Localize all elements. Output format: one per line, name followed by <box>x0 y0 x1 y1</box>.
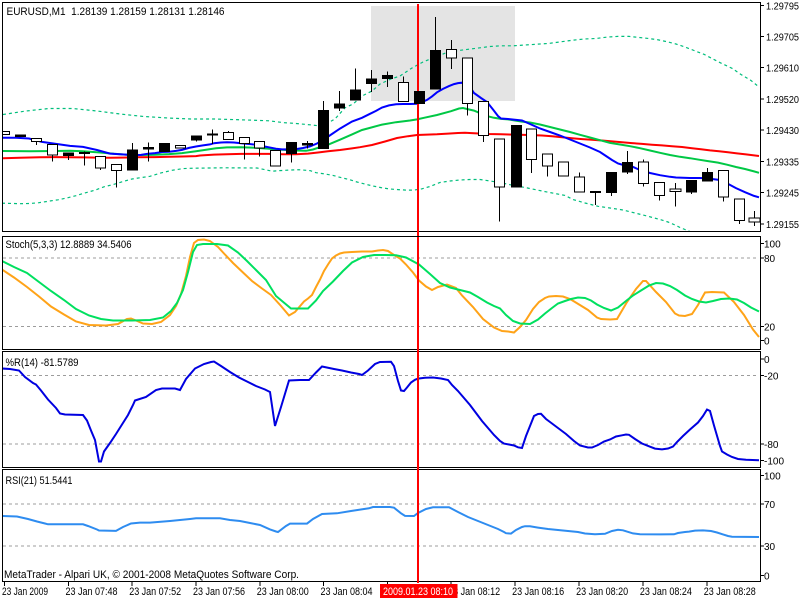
svg-text:23 Jan 07:52: 23 Jan 07:52 <box>129 586 181 598</box>
svg-text:-20: -20 <box>764 372 779 383</box>
svg-text:1.29245: 1.29245 <box>766 189 799 200</box>
svg-text:1.29705: 1.29705 <box>766 33 799 44</box>
svg-text:20: 20 <box>764 323 776 334</box>
svg-text:%R(14) -81.5789: %R(14) -81.5789 <box>6 357 79 369</box>
svg-text:23 Jan 08:28: 23 Jan 08:28 <box>704 586 756 598</box>
svg-text:23 Jan 2009: 23 Jan 2009 <box>2 586 48 598</box>
svg-text:2009.01.23 08:10: 2009.01.23 08:10 <box>383 586 453 598</box>
svg-text:23 Jan 08:00: 23 Jan 08:00 <box>257 586 309 598</box>
svg-text:23 Jan 08:24: 23 Jan 08:24 <box>640 586 692 598</box>
svg-text:Stoch(5,3,3) 12.8889 34.5406: Stoch(5,3,3) 12.8889 34.5406 <box>6 239 132 251</box>
svg-text:RSI(21) 51.5441: RSI(21) 51.5441 <box>6 475 73 487</box>
svg-text:100: 100 <box>764 240 781 251</box>
svg-text:70: 70 <box>764 500 776 511</box>
svg-text:EURUSD,M1 1.28139 1.28159 1.2: EURUSD,M1 1.28139 1.28159 1.28131 1.2814… <box>7 6 225 18</box>
svg-text:0: 0 <box>764 572 770 583</box>
svg-text:1.29520: 1.29520 <box>766 95 799 106</box>
svg-text:1.29610: 1.29610 <box>766 64 799 75</box>
svg-text:23 Jan 07:48: 23 Jan 07:48 <box>66 586 118 598</box>
svg-text:1.29795: 1.29795 <box>766 2 799 13</box>
svg-text:23 Jan 08:20: 23 Jan 08:20 <box>576 586 628 598</box>
svg-text:-80: -80 <box>764 440 779 451</box>
svg-text:80: 80 <box>764 254 776 265</box>
svg-text:1.29335: 1.29335 <box>766 158 799 169</box>
svg-text:1.29155: 1.29155 <box>766 220 799 231</box>
svg-text:23 Jan 07:56: 23 Jan 07:56 <box>193 586 245 598</box>
svg-text:0: 0 <box>764 355 770 366</box>
svg-text:0: 0 <box>764 337 770 348</box>
svg-text:23 Jan 08:16: 23 Jan 08:16 <box>512 586 564 598</box>
svg-text:MetaTrader - Alpari UK, © 2001: MetaTrader - Alpari UK, © 2001-2008 Meta… <box>4 569 299 581</box>
svg-text:30: 30 <box>764 542 776 553</box>
svg-text:100: 100 <box>764 472 781 483</box>
svg-text:23 Jan 08:04: 23 Jan 08:04 <box>321 586 373 598</box>
svg-text:23 Jan 08:12: 23 Jan 08:12 <box>448 586 500 598</box>
svg-text:-100: -100 <box>764 457 784 468</box>
svg-text:1.29430: 1.29430 <box>766 126 799 137</box>
